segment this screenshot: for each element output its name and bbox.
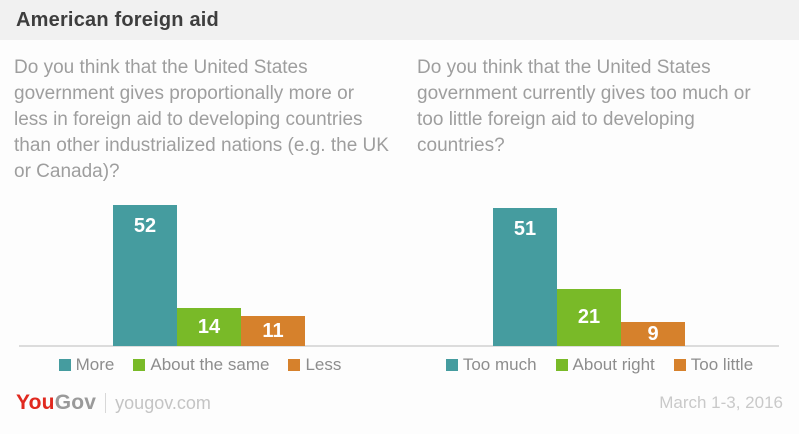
bar-too-much: 51 <box>493 208 557 346</box>
yougov-logo: YouGov yougov.com <box>16 391 211 415</box>
question-right: Do you think that the United States gove… <box>417 57 751 156</box>
legend-label: About right <box>572 355 655 374</box>
legend-right: Too much About right Too little <box>400 355 799 375</box>
bar-about-right: 21 <box>557 289 621 346</box>
bar-value-label: 21 <box>577 306 601 328</box>
legend-item-less: Less <box>288 355 341 375</box>
legend-label: Too much <box>462 355 537 374</box>
legend-swatch-icon <box>133 359 146 371</box>
questions-row: Do you think that the United States gove… <box>0 55 799 185</box>
bar-value-label: 9 <box>647 322 659 345</box>
site-link[interactable]: yougov.com <box>115 392 211 413</box>
footer-divider <box>105 393 107 413</box>
legend-item-about-the-same: About the same <box>133 355 269 375</box>
bar-value-label: 11 <box>262 319 284 342</box>
bar-value-label: 52 <box>133 215 157 237</box>
bar-group-right: 51 21 9 <box>493 208 685 346</box>
logo-gov-text: Gov <box>54 391 97 414</box>
bar-more: 52 <box>113 205 177 346</box>
legend-label: More <box>75 355 115 374</box>
bar-too-little: 9 <box>621 322 685 346</box>
bar-about-the-same: 14 <box>177 308 241 346</box>
legend-swatch-icon <box>58 359 71 371</box>
bar-group-left: 52 14 11 <box>113 205 305 346</box>
legend-swatch-icon <box>555 359 568 371</box>
legend-swatch-icon <box>288 359 301 371</box>
legend-item-too-little: Too little <box>673 355 754 375</box>
legend-label: About the same <box>150 355 270 374</box>
legend-item-too-much: Too much <box>445 355 537 375</box>
logo-text: YouGov <box>16 391 96 415</box>
bar-value-label: 14 <box>197 315 221 338</box>
date-label: March 1-3, 2016 <box>659 393 783 412</box>
legend-label: Less <box>305 355 342 374</box>
question-left: Do you think that the United States gove… <box>14 57 389 182</box>
legend-swatch-icon <box>673 359 686 371</box>
page-title: American foreign aid <box>16 8 219 31</box>
legend-item-about-right: About right <box>555 355 655 375</box>
legend-left: More About the same Less <box>0 355 400 375</box>
chart-strip: 52 14 11 51 21 9 <box>0 185 799 347</box>
logo-you-text: You <box>16 391 55 414</box>
legend-swatch-icon <box>445 359 458 371</box>
legend-label: Too little <box>690 355 754 374</box>
header-bar: American foreign aid <box>0 0 799 40</box>
axis-baseline <box>19 345 779 347</box>
footer: YouGov yougov.com March 1-3, 2016 <box>0 391 799 415</box>
bar-less: 11 <box>241 316 305 346</box>
legends-row: More About the same Less Too much About rig… <box>0 355 799 375</box>
legend-item-more: More <box>58 355 115 375</box>
bar-value-label: 51 <box>513 218 537 240</box>
